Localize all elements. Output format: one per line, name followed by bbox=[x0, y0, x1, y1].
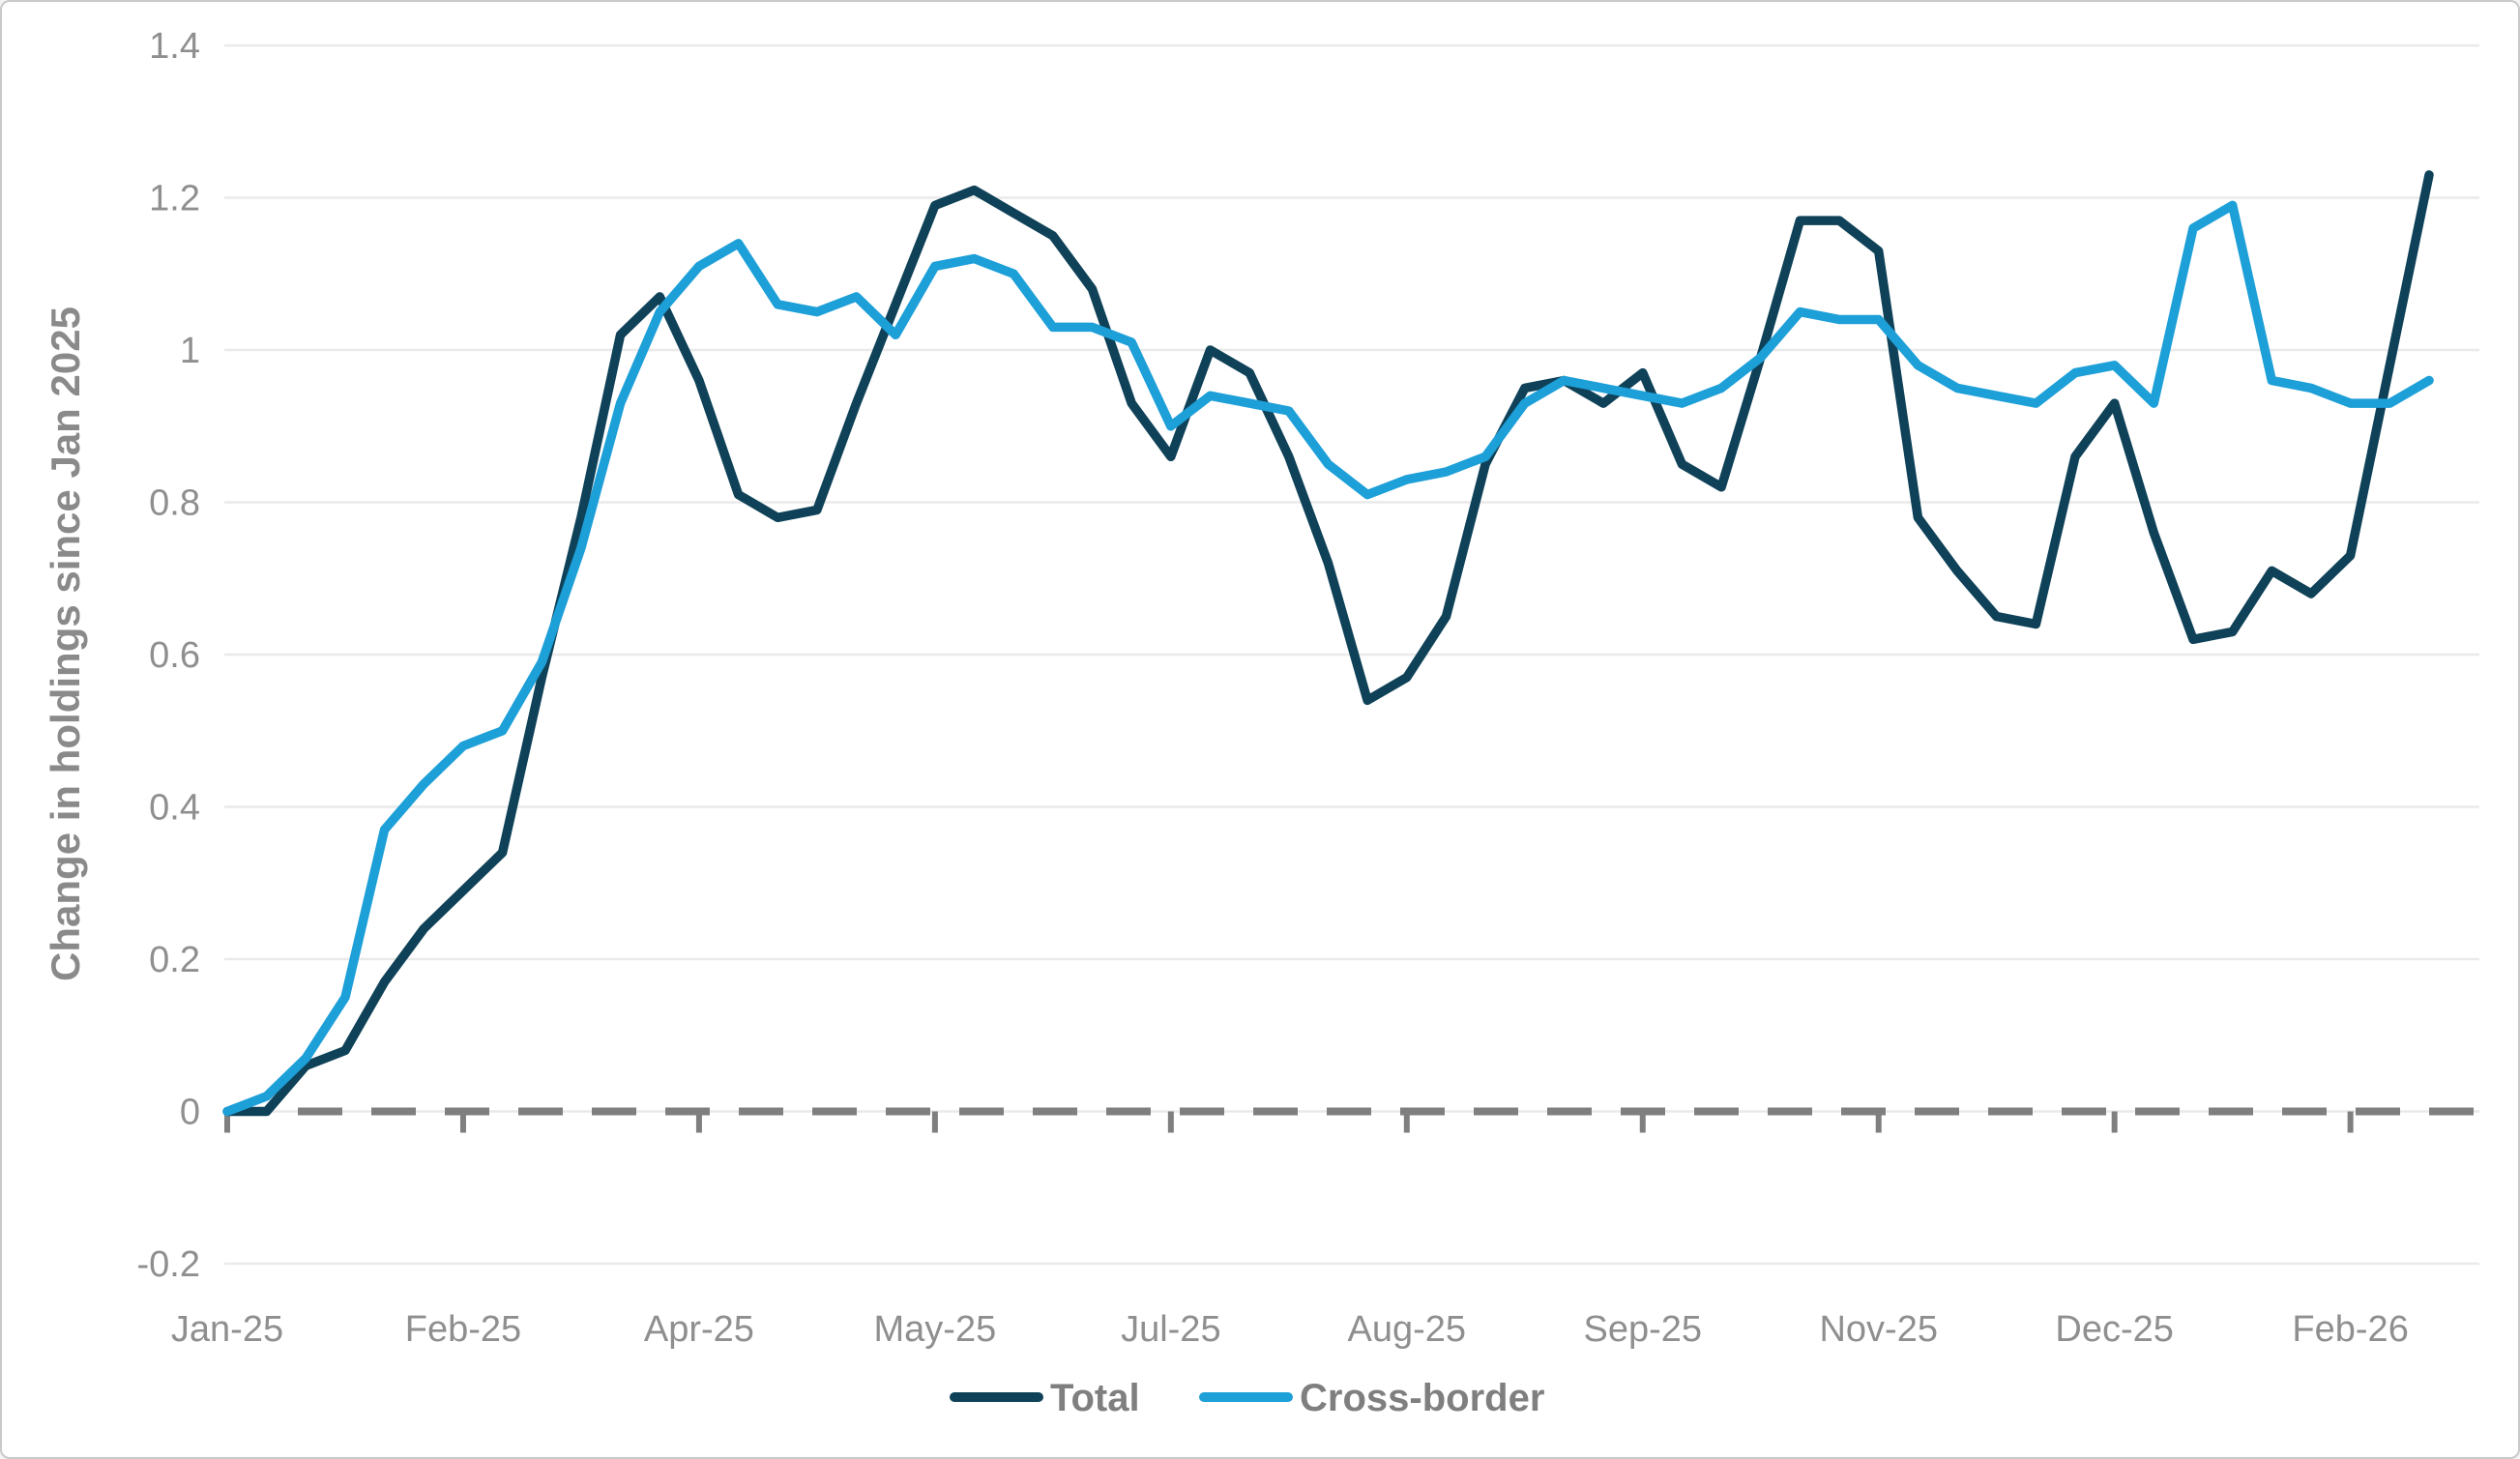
y-tick-label: 0 bbox=[180, 1093, 200, 1133]
y-tick-label: 0.8 bbox=[149, 483, 200, 524]
x-tick-label: Jan-25 bbox=[171, 1309, 283, 1350]
x-axis-tick-labels: Jan-25 Feb-25 Apr-25 May-25 Jul-25 Aug-25 Sep-… bbox=[171, 1309, 2409, 1350]
x-tick-label: May-25 bbox=[874, 1309, 997, 1350]
x-tick-label: Dec-25 bbox=[2055, 1309, 2174, 1350]
y-axis-tick-labels: 1.4 1.2 1 0.8 0.6 0.4 0.2 0 -0.2 bbox=[137, 26, 200, 1285]
x-tick-label: Aug-25 bbox=[1348, 1309, 1467, 1350]
x-tick-label: Sep-25 bbox=[1583, 1309, 1702, 1350]
x-tick-label: Nov-25 bbox=[1819, 1309, 1938, 1350]
legend: Total Cross-border bbox=[950, 1377, 1544, 1419]
x-tick-label: Feb-26 bbox=[2292, 1309, 2408, 1350]
y-tick-label: 1.2 bbox=[149, 179, 200, 219]
legend-label-total: Total bbox=[1050, 1377, 1140, 1419]
series-lines bbox=[222, 170, 2434, 1117]
y-tick-label: -0.2 bbox=[137, 1244, 200, 1285]
y-axis-title: Change in holdings since Jan 2025 bbox=[43, 306, 88, 981]
y-tick-label: 0.2 bbox=[149, 940, 200, 980]
x-tick-label: Feb-25 bbox=[405, 1309, 521, 1350]
line-total bbox=[222, 170, 2434, 1117]
x-tick-label: Jul-25 bbox=[1121, 1309, 1221, 1350]
y-tick-label: 0.4 bbox=[149, 788, 200, 829]
x-tick-label: Apr-25 bbox=[644, 1309, 754, 1350]
y-tick-label: 0.6 bbox=[149, 635, 200, 676]
legend-label-cross-border: Cross-border bbox=[1300, 1377, 1544, 1419]
y-tick-label: 1.4 bbox=[149, 26, 200, 67]
y-tick-label: 1 bbox=[180, 331, 200, 371]
line-cross-border bbox=[222, 200, 2434, 1117]
